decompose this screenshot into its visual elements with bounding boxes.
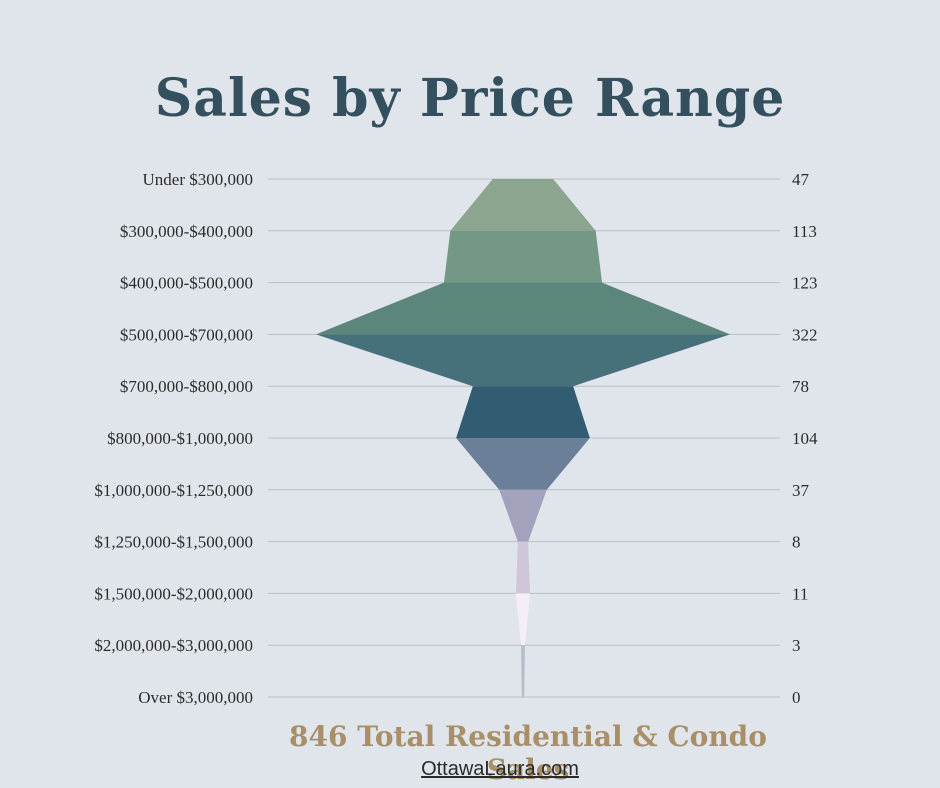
- value-label: 104: [792, 429, 818, 448]
- funnel-band: [316, 334, 730, 387]
- funnel-band: [499, 489, 547, 542]
- category-label: $700,000-$800,000: [120, 377, 253, 396]
- funnel-band: [456, 386, 590, 438]
- value-label: 11: [792, 584, 808, 603]
- value-label: 37: [792, 481, 810, 500]
- category-label: $1,000,000-$1,250,000: [94, 481, 253, 500]
- value-label: 113: [792, 222, 817, 241]
- category-label: $500,000-$700,000: [120, 325, 253, 344]
- category-label: $1,500,000-$2,000,000: [94, 584, 253, 603]
- funnel-band: [456, 438, 590, 490]
- funnel-band: [450, 179, 596, 231]
- funnel-band: [515, 541, 531, 594]
- category-labels: Under $300,000 $300,000-$400,000 $400,000-…: [94, 170, 253, 707]
- funnel-band: [515, 593, 531, 646]
- funnel-band: [521, 645, 525, 697]
- total-sales-caption: 846 Total Residential & Condo Sales: [289, 720, 767, 786]
- category-label: Under $300,000: [143, 170, 253, 189]
- website-link[interactable]: OttawaLaura.com: [421, 758, 579, 780]
- value-label: 8: [792, 533, 801, 552]
- category-label: Over $3,000,000: [138, 688, 253, 707]
- value-label: 322: [792, 325, 818, 344]
- category-label: $300,000-$400,000: [120, 222, 253, 241]
- value-label: 78: [792, 377, 809, 396]
- category-label: $400,000-$500,000: [120, 274, 253, 293]
- category-label: $2,000,000-$3,000,000: [94, 636, 253, 655]
- value-label: 123: [792, 274, 818, 293]
- funnel-band: [316, 282, 730, 335]
- funnel-band: [443, 230, 603, 283]
- category-label: $1,250,000-$1,500,000: [94, 533, 253, 552]
- category-label: $800,000-$1,000,000: [107, 429, 253, 448]
- funnel-bands: [316, 179, 730, 697]
- page-title: Sales by Price Range: [154, 68, 786, 129]
- value-label: 3: [792, 636, 801, 655]
- value-label: 0: [792, 688, 801, 707]
- value-label: 47: [792, 170, 810, 189]
